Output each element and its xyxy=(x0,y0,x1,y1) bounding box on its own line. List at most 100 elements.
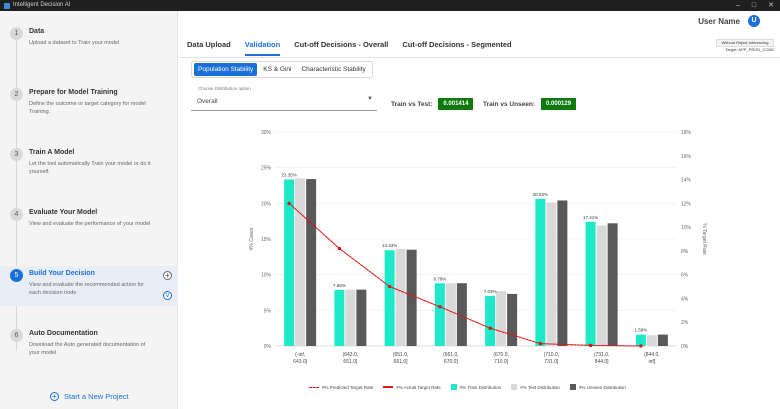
inferencing-badge: Without Reject Inferencing xyxy=(716,39,774,47)
select-box[interactable] xyxy=(191,89,377,111)
legend-label: #% Test Distribution xyxy=(520,384,560,390)
subtab-ks-gini[interactable]: KS & Gini xyxy=(263,66,292,73)
chart-legend: #% Predicted Target Rate #% Actual Targe… xyxy=(309,384,626,390)
bar-test xyxy=(496,291,507,346)
step-data[interactable]: 1 Data Upload a dataset to Train your mo… xyxy=(0,27,178,57)
step-number: 1 xyxy=(10,27,23,40)
bar-test xyxy=(395,248,406,346)
step-number: 4 xyxy=(10,208,23,221)
tab-validation[interactable]: Validation xyxy=(244,40,281,56)
step-description: View and evaluate the performance of you… xyxy=(29,221,151,227)
new-project-button[interactable]: + Start a New Project xyxy=(50,392,129,401)
window-controls: – □ ✕ xyxy=(736,0,774,11)
subtab-characteristic-stability[interactable]: Characteristic Stability xyxy=(301,66,366,73)
step-documentation[interactable]: 6 Auto Documentation Download the Auto g… xyxy=(0,329,178,365)
avatar[interactable]: U xyxy=(748,15,760,27)
window-title: Intelligent Decision AI xyxy=(13,2,71,8)
bar-unseen xyxy=(557,200,568,346)
validation-subtabs: Population Stability KS & Gini Character… xyxy=(191,61,373,78)
step-number: 3 xyxy=(10,148,23,161)
data-label: 8.79% xyxy=(433,276,446,281)
x-tick-label: 643.0] xyxy=(293,359,308,365)
bar-unseen xyxy=(507,293,518,346)
data-label: 17.41% xyxy=(583,215,598,220)
step-prepare[interactable]: 2 Prepare for Model Training Define the … xyxy=(0,88,178,124)
bar-test xyxy=(445,283,456,346)
x-tick-label: 661.0] xyxy=(394,359,409,365)
chevron-down-icon[interactable]: ˅ xyxy=(163,291,172,300)
chevron-down-icon: ▼ xyxy=(367,96,373,102)
data-label: 23.35% xyxy=(281,172,296,177)
line-point xyxy=(438,305,442,309)
legend-unseen: #% Unseen Distribution xyxy=(569,384,626,390)
close-icon[interactable]: ✕ xyxy=(768,2,774,9)
y2-tick-label: 6% xyxy=(681,273,689,279)
y2-tick-label: 10% xyxy=(681,225,692,231)
step-title: Auto Documentation xyxy=(29,330,98,337)
metric-label: Train vs Unseen: xyxy=(483,100,536,108)
data-label: 7.85% xyxy=(333,283,346,288)
x-tick-label: (651.0, xyxy=(393,352,409,358)
y-tick-label: 0% xyxy=(264,344,272,350)
bar-train xyxy=(535,198,546,346)
x-tick-label: 731.0] xyxy=(544,359,559,365)
x-tick-label: (710.0, xyxy=(544,352,560,358)
legend-label: #% Train Distribution xyxy=(459,384,502,390)
step-evaluate[interactable]: 4 Evaluate Your Model View and evaluate … xyxy=(0,208,178,244)
data-label: 7.03% xyxy=(484,289,497,294)
minimize-icon[interactable]: – xyxy=(735,2,740,9)
y2-tick-label: 4% xyxy=(681,296,689,302)
add-icon[interactable]: + xyxy=(163,271,172,280)
subtab-population-stability[interactable]: Population Stability xyxy=(194,63,258,76)
y2-tick-label: 18% xyxy=(681,130,692,136)
x-tick-label: (661.0, xyxy=(443,352,459,358)
legend-label: #% Unseen Distribution xyxy=(578,384,626,390)
bar-unseen xyxy=(456,283,467,346)
maximize-icon[interactable]: □ xyxy=(751,2,757,9)
step-title: Build Your Decision xyxy=(29,270,95,277)
legend-swatch xyxy=(309,386,319,388)
user-name[interactable]: User Name xyxy=(698,17,740,26)
data-label: 1.59% xyxy=(634,328,647,333)
bar-unseen xyxy=(306,179,317,346)
bar-train xyxy=(585,221,596,346)
legend-actual: #% Actual Target Rate xyxy=(383,385,441,390)
population-stability-chart: 0% 5% 10% 15% 20% 25% 30% 0% 2% 4% 6% 8% 10% 12% 14% 16… xyxy=(249,130,707,365)
data-label: 13.43% xyxy=(382,243,397,248)
bar-train xyxy=(635,334,646,346)
step-number: 2 xyxy=(10,88,23,101)
y2-tick-label: 12% xyxy=(681,201,692,207)
legend-label: #% Predicted Target Rate xyxy=(322,384,374,390)
select-label: Choose Distribution option xyxy=(197,86,252,91)
x-tick-label: inf] xyxy=(649,359,656,365)
bar-unseen xyxy=(607,223,618,346)
tab-cutoff-overall[interactable]: Cut-off Decisions - Overall xyxy=(294,40,389,49)
x-tick-label: (731.0, xyxy=(594,352,610,358)
step-train[interactable]: 3 Train A Model Let the tool automatical… xyxy=(0,148,178,184)
y-tick-label: 25% xyxy=(261,166,272,172)
train-vs-test-metric: Train vs Test: 0.001414 xyxy=(391,98,474,110)
legend-test: #% Test Distribution xyxy=(511,384,560,390)
bar-test xyxy=(295,178,306,346)
target-badge: Target: APP_PROD_CODE xyxy=(725,47,774,52)
step-build-decision[interactable]: 5 Build Your Decision View and evaluate … xyxy=(0,266,178,306)
y-tick-label: 20% xyxy=(261,201,272,207)
x-tick-label: (643.0, xyxy=(343,352,359,358)
tab-cutoff-segmented[interactable]: Cut-off Decisions - Segmented xyxy=(402,40,512,49)
step-title: Train A Model xyxy=(29,149,75,156)
train-vs-unseen-metric: Train vs Unseen: 0.000129 xyxy=(483,98,577,110)
y-tick-label: 10% xyxy=(261,273,272,279)
step-description: View and evaluate the recommended action… xyxy=(29,282,144,296)
distribution-select[interactable]: Choose Distribution option Overall ▼ xyxy=(191,86,377,111)
bar-test xyxy=(345,289,356,346)
line-point xyxy=(337,246,341,251)
legend-swatch xyxy=(511,384,518,390)
bar-unseen xyxy=(657,334,668,346)
y-tick-label: 5% xyxy=(264,308,272,314)
line-point xyxy=(538,342,542,346)
x-tick-label: 670.0] xyxy=(444,359,459,365)
tab-data-upload[interactable]: Data Upload xyxy=(187,40,231,49)
steps-connector xyxy=(16,33,17,351)
line-point xyxy=(488,326,492,330)
step-description: Let the tool automatically Train your mo… xyxy=(29,161,151,175)
